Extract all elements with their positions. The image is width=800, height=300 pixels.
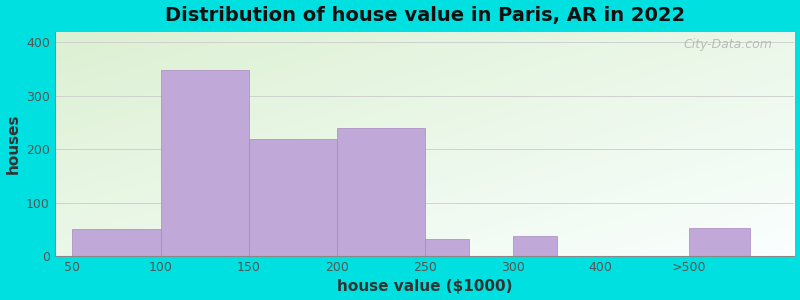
Bar — [689, 228, 750, 256]
Bar — [73, 229, 161, 256]
Bar — [249, 139, 337, 256]
Title: Distribution of house value in Paris, AR in 2022: Distribution of house value in Paris, AR… — [165, 6, 685, 25]
Bar — [337, 128, 425, 256]
Bar — [425, 239, 469, 256]
Bar — [161, 70, 249, 256]
X-axis label: house value ($1000): house value ($1000) — [337, 279, 512, 294]
Text: City-Data.com: City-Data.com — [683, 38, 772, 51]
Y-axis label: houses: houses — [6, 114, 21, 174]
Bar — [513, 236, 557, 256]
